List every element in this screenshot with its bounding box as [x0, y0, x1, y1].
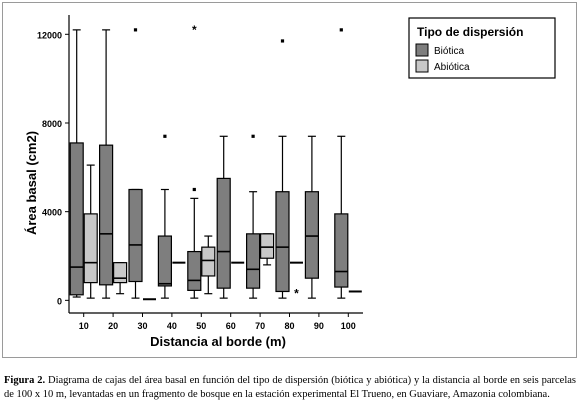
x-axis-label: Distancia al borde (m): [150, 334, 286, 349]
legend: Tipo de dispersión Biótica Abiótica: [408, 17, 556, 79]
box-abiotica-70: [260, 233, 275, 266]
box-abiotica-80: *: [290, 261, 303, 301]
box-body: [216, 177, 231, 289]
outlier-point: [163, 134, 167, 138]
box-abiotica-10: [83, 164, 98, 299]
y-tick-label: 8000: [42, 119, 62, 129]
axes: 0 4000 8000 12000 10 20 30 40 50 60 70 80 90 100: [37, 15, 363, 331]
box-body: [83, 213, 98, 284]
box-body: [187, 250, 202, 291]
box-biotica-90: [304, 135, 319, 299]
box-biotica-100: [334, 28, 349, 299]
box-body: [157, 235, 172, 287]
box-biotica-20: [98, 29, 114, 299]
x-tick-label: 60: [226, 321, 236, 331]
caption-label: Figura 2.: [4, 375, 46, 386]
x-tick-label: 10: [79, 321, 89, 331]
y-tick-label: 0: [57, 296, 62, 306]
box-abiotica-50: [201, 235, 216, 295]
y-axis-label: Área basal (cm2): [24, 131, 39, 235]
outlier-point: [192, 187, 196, 192]
chart-frame: 0 4000 8000 12000 10 20 30 40 50 60 70 80 90 100 * * Á…: [2, 2, 577, 358]
box-biotica-10: [69, 29, 84, 298]
box-body: [98, 144, 114, 286]
box-body: [334, 213, 349, 288]
outlier-point: [251, 134, 255, 138]
legend-entry-biotica: Biótica: [434, 46, 464, 57]
box-biotica-80: [275, 39, 290, 299]
box-body: [304, 191, 319, 279]
box-body: [260, 233, 275, 259]
x-tick-label: 20: [108, 321, 118, 331]
x-tick-label: 30: [137, 321, 147, 331]
box-body: [128, 188, 143, 283]
caption-text: Diagrama de cajas del área basal en func…: [4, 375, 576, 400]
box-biotica-50: *: [187, 23, 202, 299]
outlier-point: [280, 39, 285, 43]
plot-area: **: [69, 23, 362, 301]
outlier-extreme: *: [294, 287, 299, 301]
x-tick-label: 40: [167, 321, 177, 331]
y-tick-label: 12000: [37, 30, 62, 40]
x-tick-label: 100: [341, 321, 356, 331]
box-body: [201, 246, 216, 277]
x-tick-label: 80: [284, 321, 294, 331]
box-body: [69, 142, 84, 296]
y-tick-label: 4000: [42, 208, 62, 218]
outlier-extreme: *: [192, 23, 197, 37]
outlier-point: [133, 28, 138, 32]
legend-entry-abiotica: Abiótica: [434, 62, 470, 73]
box-body: [246, 233, 261, 289]
box-biotica-30: [128, 28, 143, 299]
box-biotica-40: [157, 134, 172, 299]
box-body: [112, 262, 128, 284]
x-tick-label: 70: [255, 321, 265, 331]
box-body: [275, 191, 290, 293]
legend-title: Tipo de dispersión: [417, 25, 523, 39]
figure-caption: Figura 2. Diagrama de cajas del área bas…: [4, 374, 576, 401]
legend-swatch-biotica: [415, 43, 429, 57]
x-tick-label: 50: [196, 321, 206, 331]
box-biotica-60: [216, 135, 231, 299]
x-tick-label: 90: [314, 321, 324, 331]
box-biotica-70: [246, 134, 261, 299]
outlier-point: [339, 28, 343, 32]
legend-frame: [408, 17, 556, 79]
legend-swatch-abiotica: [415, 59, 429, 73]
box-abiotica-20: [112, 262, 128, 295]
